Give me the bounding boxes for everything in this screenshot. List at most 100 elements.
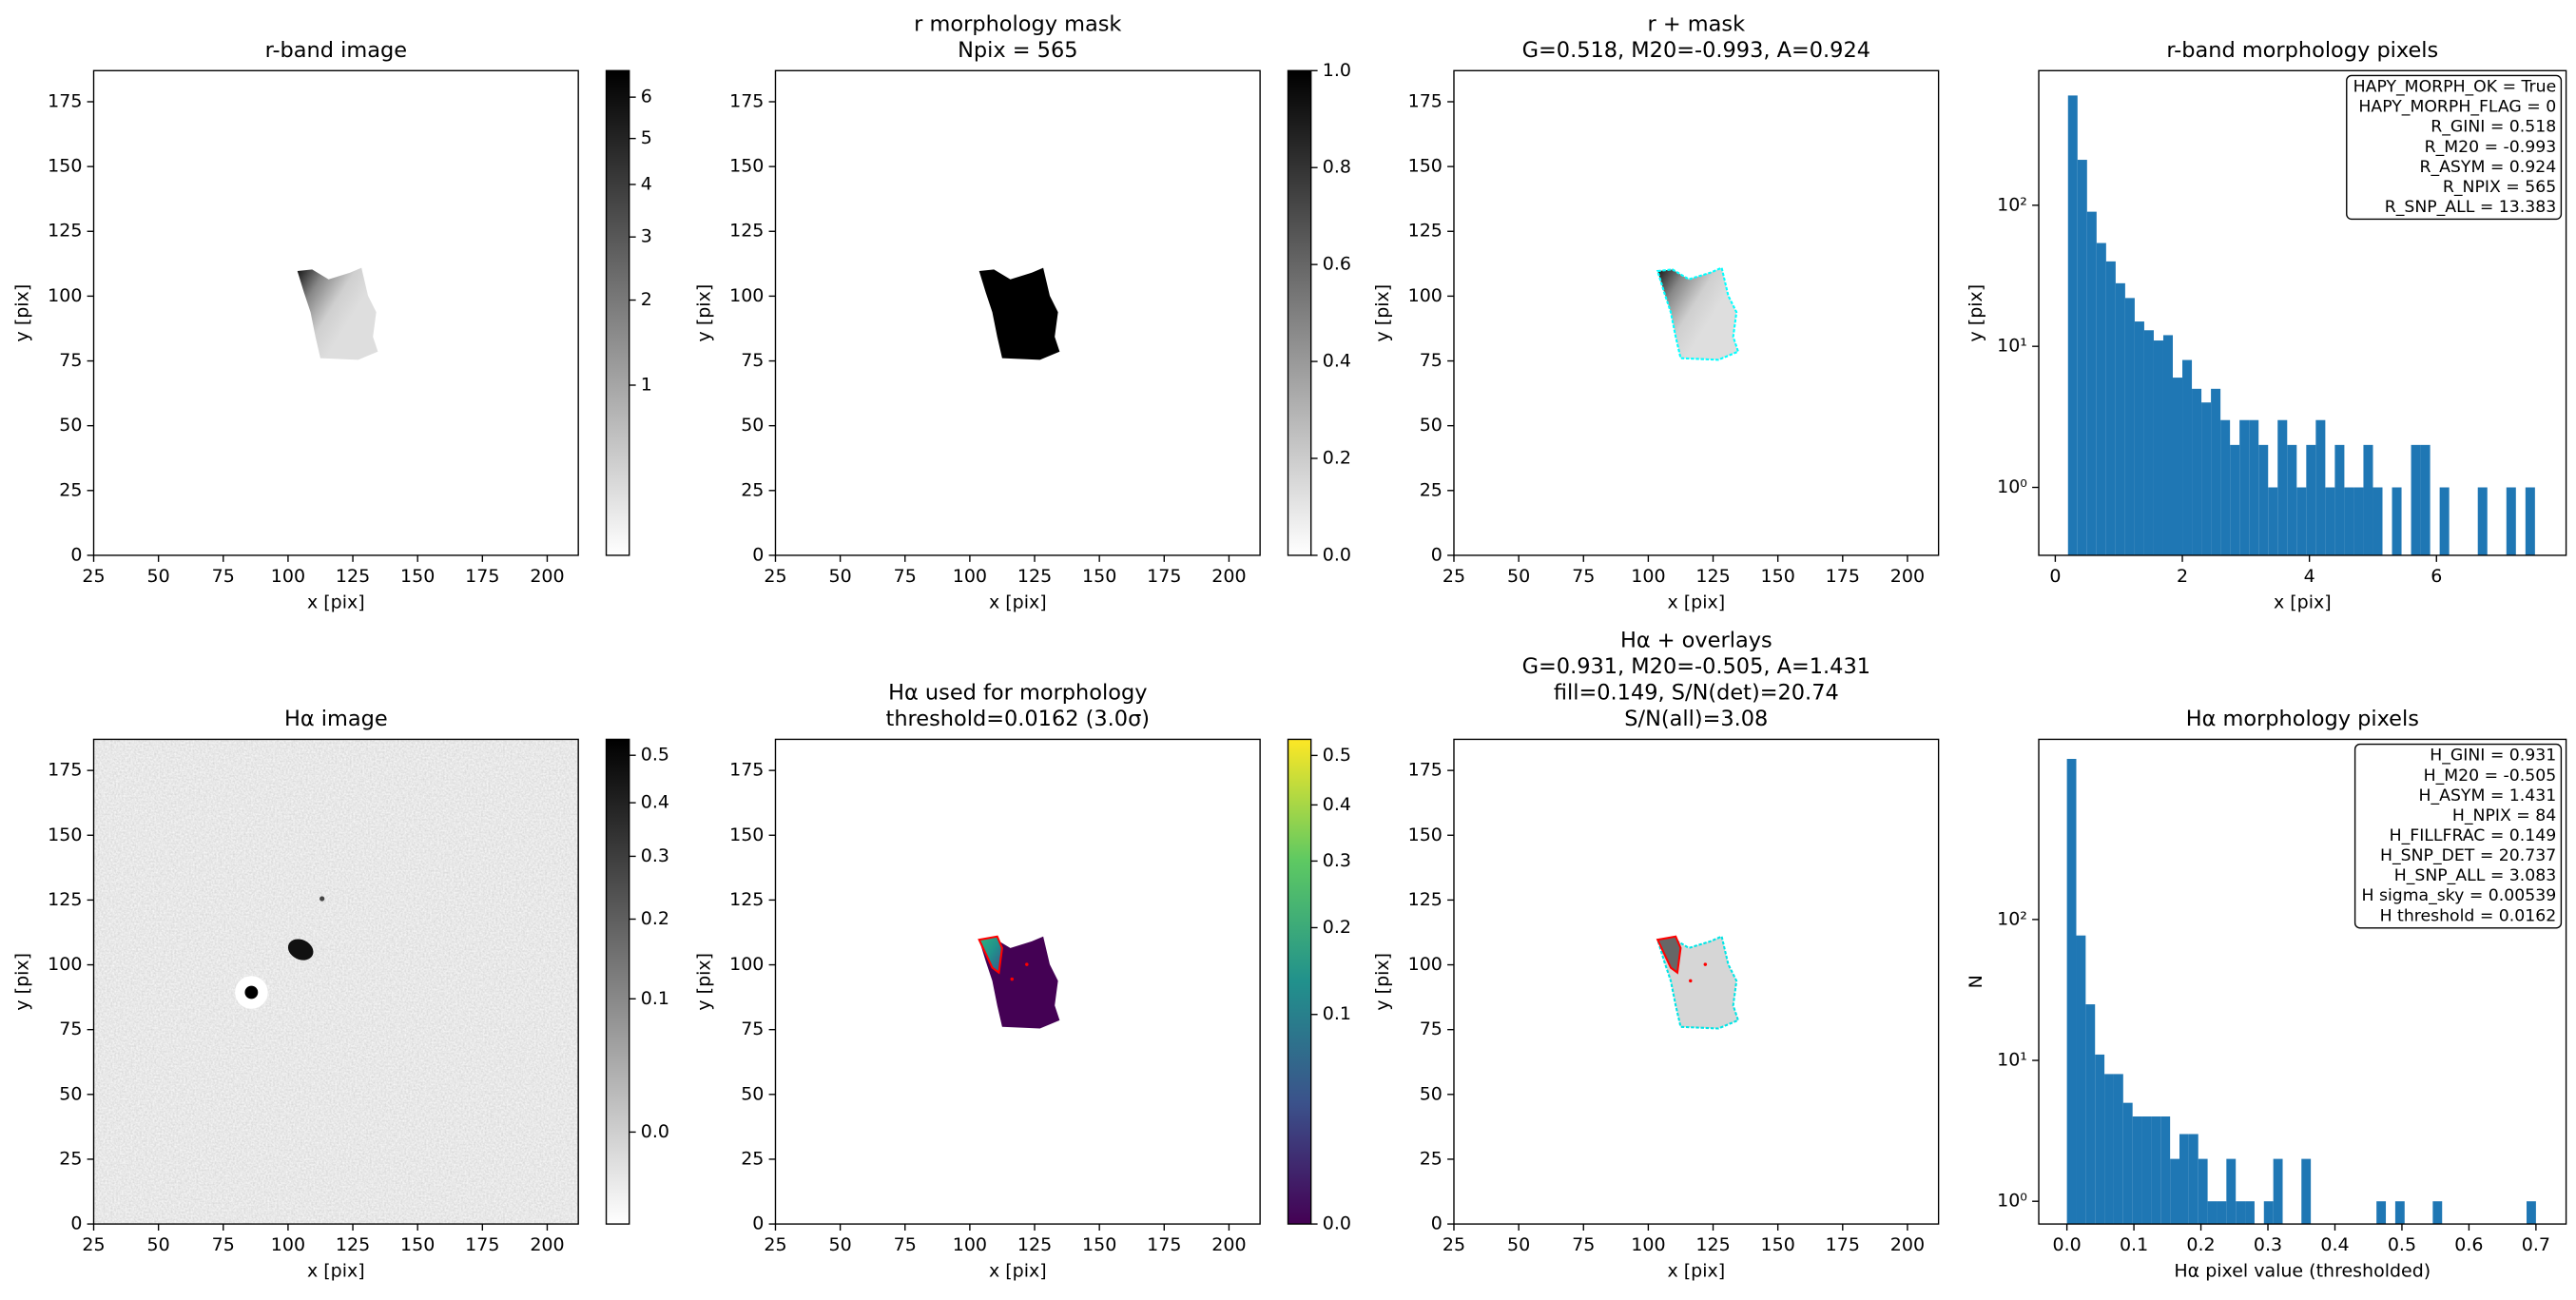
chart-title: G=0.518, M20=-0.993, A=0.924 — [1522, 38, 1870, 63]
x-tick-label: 200 — [1211, 1234, 1246, 1255]
histogram-bar — [2124, 298, 2135, 555]
y-tick-label: 10¹ — [1997, 336, 2027, 357]
histogram-bar — [2296, 487, 2307, 555]
colorbar-tick-label: 0.0 — [1323, 544, 1351, 565]
histogram-bar — [2095, 1054, 2105, 1225]
y-tick-label: 175 — [729, 760, 764, 781]
y-axis-label: y [pix] — [1372, 953, 1393, 1011]
x-tick-label: 75 — [212, 1234, 235, 1255]
x-tick-label: 50 — [1507, 1234, 1530, 1255]
x-tick-label: 150 — [1082, 566, 1116, 587]
histogram-bar — [2376, 1201, 2387, 1225]
halpha-source — [287, 939, 314, 960]
y-axis-label: y [pix] — [12, 953, 33, 1011]
halpha-detection-dot — [1025, 962, 1029, 966]
histogram-bar — [2201, 402, 2212, 555]
histogram-bar — [2506, 487, 2516, 555]
x-tick-label: 0.6 — [2454, 1234, 2483, 1255]
halpha-detection-dot — [1010, 977, 1014, 981]
histogram-bar — [2160, 1116, 2171, 1225]
colorbar-tick-label: 0.4 — [1323, 351, 1351, 372]
x-axis-label: x [pix] — [2274, 592, 2332, 613]
x-tick-label: 25 — [1443, 566, 1465, 587]
histogram-bar — [2192, 388, 2202, 555]
y-tick-label: 0 — [1431, 544, 1443, 565]
histogram-bar — [2141, 1116, 2152, 1225]
x-tick-label: 175 — [1147, 1234, 1181, 1255]
annotation-line: HAPY_MORPH_OK = True — [2353, 78, 2557, 97]
histogram-bar — [2132, 1116, 2142, 1225]
histogram-bar — [2113, 1074, 2123, 1225]
x-tick-label: 150 — [1082, 1234, 1116, 1255]
x-tick-label: 25 — [764, 1234, 786, 1255]
y-tick-label: 75 — [741, 350, 764, 371]
histogram-bar — [2245, 1201, 2255, 1225]
chart-title: threshold=0.0162 (3.0σ) — [886, 707, 1151, 731]
x-tick-label: 0 — [2049, 566, 2061, 587]
histogram-bar — [2170, 1158, 2180, 1225]
y-tick-label: 75 — [59, 350, 82, 371]
axes-frame — [1453, 69, 1940, 556]
colorbar-tick-label: 6 — [641, 87, 652, 107]
x-tick-label: 175 — [1826, 566, 1860, 587]
chart-title: r morphology mask — [914, 11, 1121, 36]
x-axis-label: x [pix] — [1667, 592, 1725, 613]
x-tick-label: 125 — [1695, 1234, 1730, 1255]
histogram-bar — [2236, 1201, 2246, 1225]
y-tick-label: 150 — [48, 156, 82, 177]
histogram-bar — [2394, 1201, 2405, 1225]
histogram-bar — [2411, 444, 2421, 555]
annotation-line: R_ASYM = 0.924 — [2420, 158, 2557, 177]
y-tick-label: 50 — [59, 1083, 82, 1104]
y-tick-label: 25 — [741, 479, 764, 500]
chart-title: Hα used for morphology — [888, 681, 1147, 706]
x-tick-label: 200 — [1890, 1234, 1925, 1255]
y-tick-label: 25 — [1420, 1148, 1443, 1169]
colorbar-tick-label: 0.8 — [1323, 157, 1351, 178]
x-tick-label: 200 — [530, 1234, 564, 1255]
y-axis-label: y [pix] — [694, 953, 715, 1011]
y-tick-label: 100 — [729, 954, 764, 975]
x-tick-label: 125 — [1017, 566, 1052, 587]
axes-frame — [774, 738, 1261, 1225]
histogram-bar — [2353, 487, 2364, 555]
y-tick-label: 175 — [729, 90, 764, 111]
histogram-bar — [2198, 1158, 2208, 1225]
histogram-bar — [2392, 487, 2402, 555]
histogram-bar — [2258, 444, 2269, 555]
y-tick-label: 10² — [1997, 194, 2027, 215]
y-tick-label: 150 — [48, 825, 82, 845]
x-tick-label: 0.2 — [2186, 1234, 2215, 1255]
y-tick-label: 25 — [59, 1148, 82, 1169]
annotation-line: H_SNP_ALL = 3.083 — [2394, 866, 2556, 885]
histogram-bar — [2334, 444, 2345, 555]
x-axis-label: x [pix] — [307, 1261, 365, 1282]
histogram-bar — [2162, 335, 2174, 555]
x-tick-label: 125 — [336, 1234, 370, 1255]
chart-title: Hα + overlays — [1620, 628, 1772, 652]
annotation-line: H sigma_sky = 0.00539 — [2362, 886, 2557, 905]
x-tick-label: 175 — [465, 1234, 499, 1255]
y-tick-label: 175 — [48, 760, 82, 781]
colorbar-tick-label: 4 — [641, 173, 652, 194]
x-tick-label: 75 — [1572, 1234, 1595, 1255]
histogram-bar — [2143, 330, 2154, 555]
histogram-bar — [2122, 1102, 2133, 1225]
histogram-bar — [2115, 282, 2125, 555]
y-tick-label: 0 — [752, 544, 764, 565]
y-tick-label: 75 — [1420, 350, 1443, 371]
chart-title: r + mask — [1648, 11, 1746, 36]
annotation-line: R_SNP_ALL = 13.383 — [2385, 198, 2556, 217]
histogram-bar — [2325, 487, 2335, 555]
x-tick-label: 6 — [2431, 566, 2442, 587]
annotation-line: H_M20 = -0.505 — [2424, 766, 2557, 786]
x-axis-label: x [pix] — [1667, 1261, 1725, 1282]
histogram-bar — [2104, 1074, 2114, 1225]
y-tick-label: 75 — [741, 1019, 764, 1039]
histogram-bar — [2076, 935, 2086, 1225]
histogram-bar — [2301, 1158, 2312, 1225]
colorbar-tick-label: 5 — [641, 127, 652, 148]
y-tick-label: 125 — [1408, 221, 1443, 242]
